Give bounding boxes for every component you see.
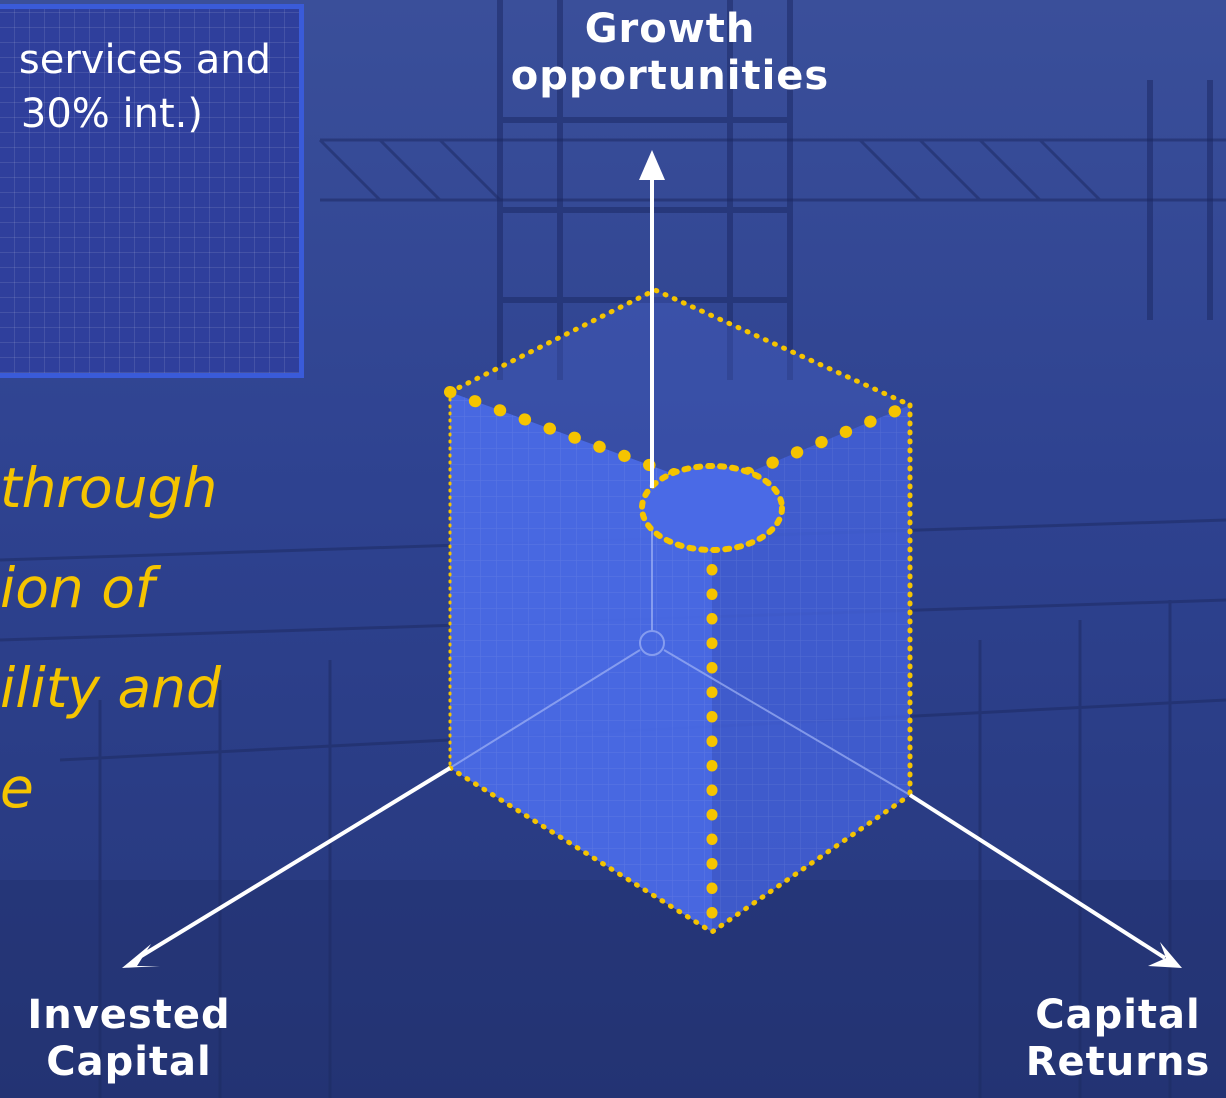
invested-capital-axis-line bbox=[136, 766, 452, 960]
cube-dotted-edges bbox=[444, 287, 916, 936]
center-ellipse bbox=[639, 463, 785, 553]
tagline-line-3: ility and bbox=[0, 656, 221, 720]
cube-inner-lines bbox=[449, 490, 911, 796]
info-box-line-1: services and bbox=[18, 37, 271, 83]
capital-returns-line-1: Capital bbox=[1035, 992, 1201, 1038]
capital-returns-axis-line bbox=[908, 793, 1167, 960]
invested-capital-line-2: Capital bbox=[46, 1039, 212, 1085]
growth-label-line-2: opportunities bbox=[510, 53, 830, 99]
tagline-line-1: through bbox=[0, 456, 218, 520]
invested-capital-line-1: Invested bbox=[27, 992, 231, 1038]
capital-returns-arrowhead-icon bbox=[1148, 942, 1182, 968]
invested-capital-arrowhead-icon bbox=[122, 944, 160, 968]
invested-capital-label: Invested Capital bbox=[0, 992, 258, 1086]
tagline-line-4: e bbox=[0, 756, 34, 820]
tagline-line-2: ion of bbox=[0, 556, 155, 620]
growth-arrowhead-icon bbox=[639, 150, 665, 180]
info-box-line-2: 30% int.) bbox=[20, 91, 203, 137]
capital-returns-line-2: Returns bbox=[1025, 1039, 1211, 1085]
info-box: services and 30% int.) bbox=[0, 4, 304, 378]
cube-top-face bbox=[450, 290, 910, 488]
growth-opportunities-label: Growth opportunities bbox=[505, 6, 835, 100]
capital-returns-label: Capital Returns bbox=[1010, 992, 1226, 1086]
growth-label-line-1: Growth bbox=[584, 6, 756, 52]
